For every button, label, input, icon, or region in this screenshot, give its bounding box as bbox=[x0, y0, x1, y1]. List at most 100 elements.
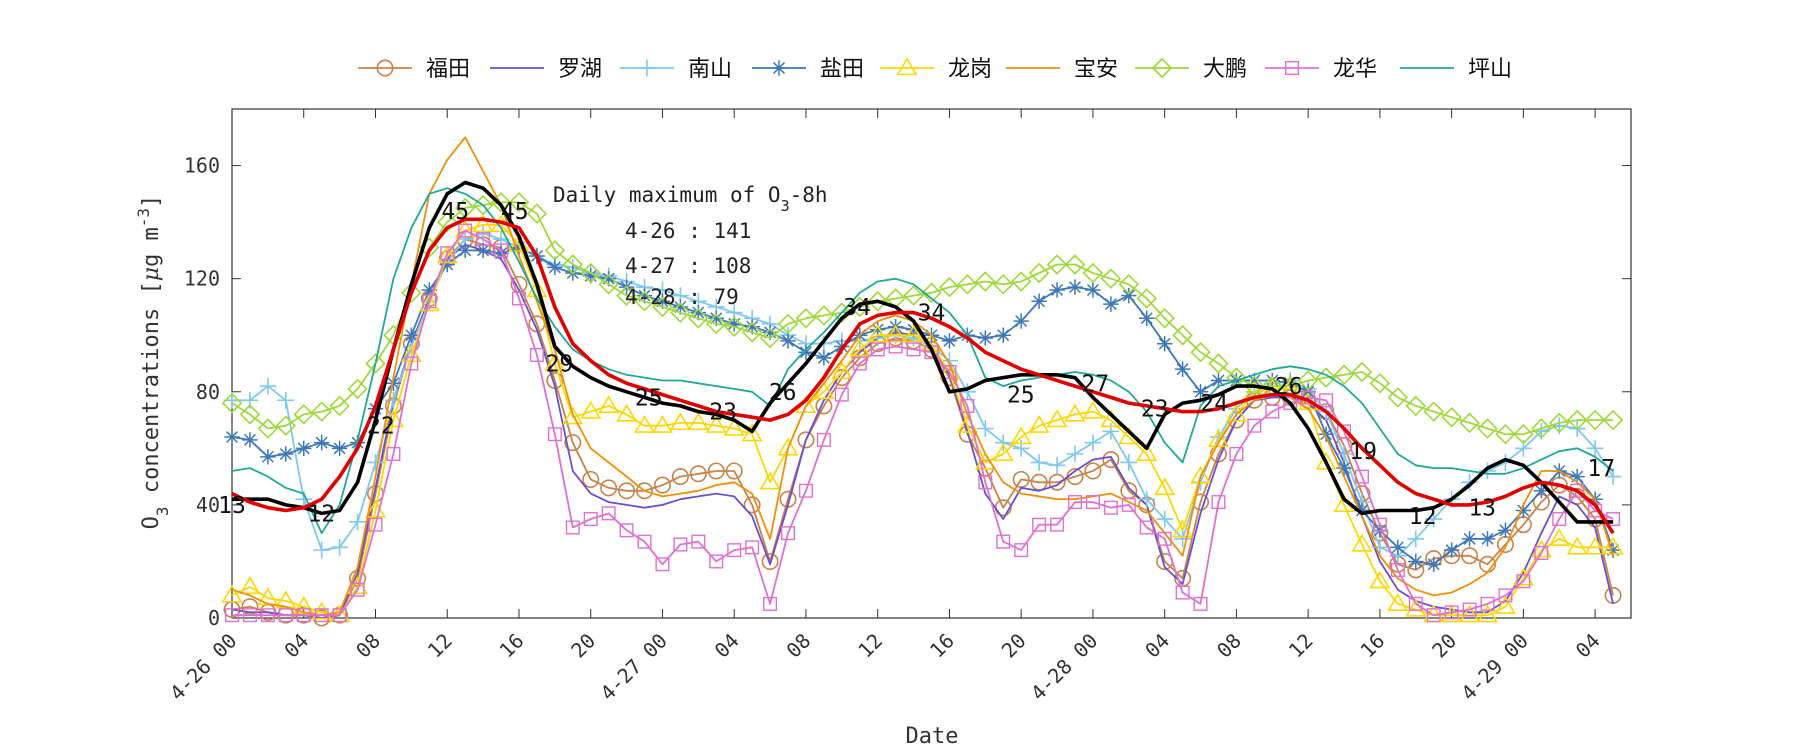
annotation-line-3: 4-28 : 79 bbox=[625, 285, 739, 309]
hour-label: 29 bbox=[546, 352, 574, 378]
diamond-marker bbox=[1584, 409, 1606, 431]
square-marker bbox=[260, 608, 275, 623]
asterisk-marker bbox=[457, 242, 473, 259]
diamond-marker bbox=[1010, 271, 1032, 292]
x-tick-label: 04 bbox=[1140, 629, 1174, 663]
hour-label: 23 bbox=[709, 400, 737, 426]
circle-marker bbox=[600, 479, 618, 497]
triangle-marker bbox=[992, 443, 1014, 462]
plus-marker bbox=[1048, 456, 1066, 474]
square-marker bbox=[1121, 497, 1136, 512]
asterisk-marker bbox=[547, 259, 563, 276]
legend-item: 盐田 bbox=[752, 57, 864, 82]
triangle-marker bbox=[831, 361, 853, 380]
asterisk-marker bbox=[1318, 426, 1334, 442]
square-marker bbox=[960, 398, 975, 413]
diamond-marker bbox=[311, 401, 332, 422]
x-tick-label: 20 bbox=[997, 629, 1031, 663]
circle-marker bbox=[671, 468, 689, 486]
square-marker bbox=[1408, 596, 1423, 611]
series-line bbox=[231, 217, 1615, 535]
asterisk-marker bbox=[242, 432, 258, 448]
asterisk-marker bbox=[654, 293, 671, 309]
legend-label: 龙华 bbox=[1333, 57, 1377, 82]
triangle-marker bbox=[634, 415, 656, 433]
diamond-marker bbox=[616, 285, 637, 306]
triangle-marker bbox=[849, 338, 871, 357]
series-5 bbox=[231, 136, 1614, 617]
asterisk-marker bbox=[690, 304, 707, 321]
square-marker bbox=[1032, 517, 1047, 532]
square-marker bbox=[1139, 520, 1154, 535]
plus-marker bbox=[1174, 530, 1191, 548]
triangle-marker bbox=[347, 576, 369, 595]
diamond-marker bbox=[1190, 341, 1211, 363]
x-tick-label: 16 bbox=[495, 629, 529, 663]
legend-item: 龙岗 bbox=[880, 57, 992, 82]
diamond-marker bbox=[1602, 409, 1624, 431]
square-marker bbox=[314, 608, 329, 623]
triangle-marker bbox=[759, 471, 781, 490]
diamond-marker bbox=[1369, 373, 1391, 394]
asterisk-marker bbox=[1085, 282, 1101, 298]
y-tick-label: 160 bbox=[184, 154, 220, 178]
circle-marker bbox=[743, 496, 761, 514]
y-axis-title: O3 concentrations [μg m-3] bbox=[134, 195, 172, 530]
asterisk-marker bbox=[1139, 310, 1155, 326]
x-tick-label: 08 bbox=[1212, 629, 1246, 663]
diamond-marker bbox=[329, 395, 350, 417]
diamond-marker bbox=[777, 313, 799, 335]
hour-labels: 13 12 22 45 45 29 25 23 26 34 34 25 27 23 24 26 19 12 13 17 bbox=[218, 199, 1615, 530]
square-marker bbox=[1103, 500, 1118, 515]
square-marker bbox=[404, 356, 419, 371]
y-tick-label: 80 bbox=[196, 380, 220, 404]
diamond-marker bbox=[1405, 395, 1427, 417]
asterisk-marker bbox=[1479, 531, 1496, 547]
legend-item: 罗湖 bbox=[490, 57, 602, 82]
diamond-marker bbox=[939, 276, 960, 298]
asterisk-marker bbox=[1605, 542, 1621, 558]
square-marker bbox=[1372, 517, 1387, 532]
diamond-marker bbox=[1566, 409, 1588, 431]
triangle-marker bbox=[1494, 596, 1516, 614]
plus-marker bbox=[313, 541, 331, 559]
hour-label: 17 bbox=[1587, 456, 1615, 482]
annotation-box: Daily maximum of O3-8h 4-26 : 141 4-27 :… bbox=[553, 183, 828, 309]
diamond-marker bbox=[257, 418, 279, 439]
asterisk-marker bbox=[995, 327, 1011, 343]
plus-marker bbox=[1084, 434, 1102, 452]
legend-item: 福田 bbox=[358, 57, 470, 82]
plus-marker bbox=[638, 59, 656, 77]
triangle-marker bbox=[1207, 429, 1229, 448]
diamond-marker bbox=[221, 392, 243, 414]
hour-label: 45 bbox=[501, 199, 529, 225]
asterisk-marker bbox=[1282, 375, 1298, 391]
diamond-marker bbox=[526, 203, 548, 224]
triangle-marker bbox=[896, 57, 918, 76]
triangle-marker bbox=[1010, 426, 1032, 445]
circle-marker bbox=[797, 431, 815, 449]
diamond-marker bbox=[1477, 418, 1498, 439]
square-marker bbox=[924, 345, 939, 360]
asterisk-marker bbox=[224, 429, 240, 445]
diamond-marker bbox=[795, 308, 817, 329]
plus-marker bbox=[994, 434, 1012, 452]
hour-label: 45 bbox=[441, 199, 469, 225]
asterisk-marker bbox=[762, 324, 778, 341]
plus-marker bbox=[1066, 445, 1084, 463]
legend-label: 大鹏 bbox=[1203, 57, 1247, 82]
diamond-marker bbox=[634, 291, 655, 312]
asterisk-marker bbox=[905, 321, 922, 338]
plus-marker bbox=[1156, 510, 1174, 528]
square-marker bbox=[583, 512, 598, 527]
legend-item: 南山 bbox=[620, 57, 732, 82]
triangle-marker bbox=[616, 403, 638, 422]
hour-label: 12 bbox=[1409, 504, 1437, 530]
legend-item: 大鹏 bbox=[1135, 57, 1247, 82]
diamond-marker bbox=[1315, 367, 1337, 388]
diamond-marker bbox=[508, 192, 530, 213]
square-marker bbox=[511, 291, 526, 306]
triangle-marker bbox=[436, 245, 458, 264]
asterisk-marker bbox=[1192, 384, 1209, 400]
